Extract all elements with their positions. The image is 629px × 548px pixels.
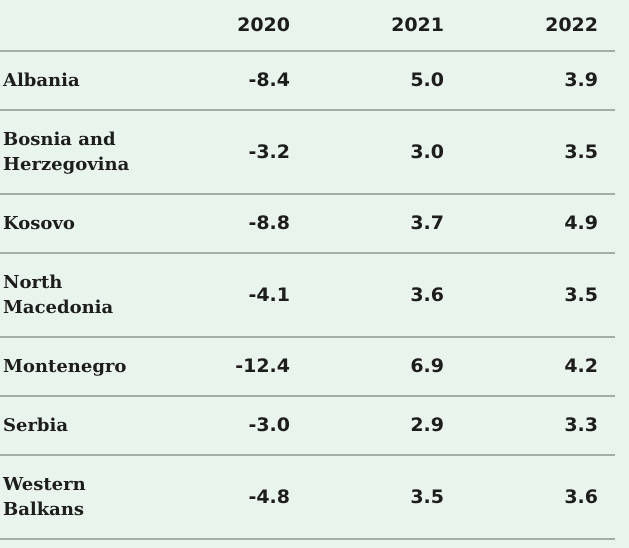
year-column-header: 2020: [237, 14, 290, 36]
value-cell: 3.6: [564, 485, 598, 508]
table-row: Bosnia and Herzegovina -3.2 3.0 3.5: [0, 110, 615, 194]
value-cell: 3.5: [410, 485, 444, 508]
value-cell: -8.4: [248, 69, 290, 91]
value-cell: 3.7: [410, 212, 444, 234]
country-column-header: [0, 0, 153, 51]
table-row: Serbia -3.0 2.9 3.3: [0, 396, 615, 455]
table-row: North Macedonia -4.1 3.6 3.5: [0, 253, 615, 337]
value-cell: 5.0: [410, 69, 444, 91]
value-cell: 4.9: [564, 212, 598, 234]
year-column-header: 2021: [391, 14, 444, 36]
value-cell: 3.0: [410, 140, 444, 163]
header-row: 2020 2021 2022: [0, 0, 615, 51]
country-name: Western Balkans: [3, 474, 86, 520]
table-row: Kosovo -8.8 3.7 4.9: [0, 194, 615, 253]
table-row: Montenegro -12.4 6.9 4.2: [0, 337, 615, 396]
country-name: North Macedonia: [3, 272, 114, 318]
table-row: Western Balkans -4.8 3.5 3.6: [0, 455, 615, 539]
value-cell: 4.2: [564, 355, 598, 377]
year-column-header: 2022: [545, 14, 598, 36]
value-cell: -3.0: [248, 414, 290, 436]
value-cell: 3.5: [564, 140, 598, 163]
country-name: Serbia: [3, 415, 69, 436]
table-row: Albania -8.4 5.0 3.9: [0, 51, 615, 110]
value-cell: 3.5: [564, 283, 598, 306]
value-cell: 2.9: [410, 414, 444, 436]
country-name: Kosovo: [3, 213, 75, 234]
value-cell: -3.2: [248, 140, 290, 163]
value-cell: 6.9: [410, 355, 444, 377]
country-name: Albania: [3, 70, 80, 91]
table-body: Albania -8.4 5.0 3.9 Bosnia and Herzegovina -…: [0, 51, 615, 539]
value-cell: -12.4: [235, 355, 290, 377]
value-cell: 3.3: [564, 414, 598, 436]
value-cell: 3.6: [410, 283, 444, 306]
value-cell: -4.8: [248, 485, 290, 508]
value-cell: -4.1: [248, 283, 290, 306]
value-cell: -8.8: [248, 212, 290, 234]
value-cell: 3.9: [564, 69, 598, 91]
country-name: Montenegro: [3, 356, 127, 377]
growth-table: 2020 2021 2022 Albania -8.4 5.0 3.9 Bosnia and…: [0, 0, 615, 539]
country-name: Bosnia and Herzegovina: [3, 129, 130, 175]
